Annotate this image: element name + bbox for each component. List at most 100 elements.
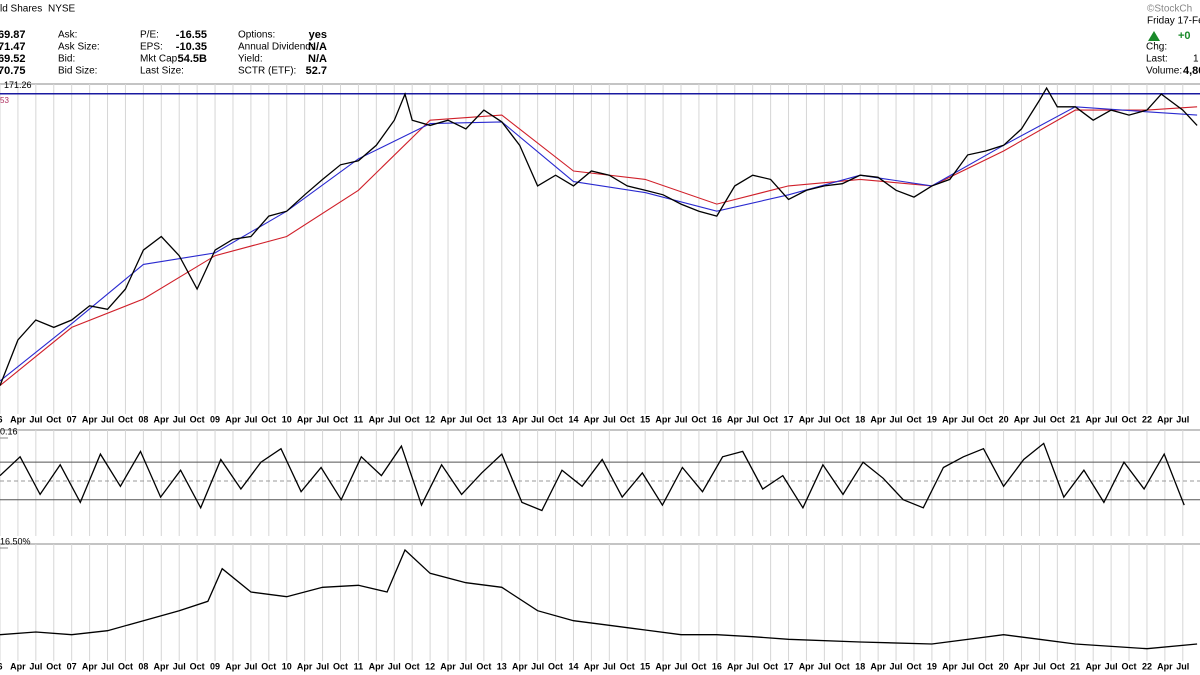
x-tick-label: 17 <box>784 661 794 671</box>
brand: ©StockCh <box>1147 4 1192 15</box>
quote-label: Bid Size: <box>58 66 97 77</box>
x-tick-label: Oct <box>476 414 491 424</box>
x-tick-label: Oct <box>835 661 850 671</box>
x-tick-label: Oct <box>190 414 205 424</box>
x-tick-label: 20 <box>999 414 1009 424</box>
x-tick-label: Jul <box>1033 661 1046 671</box>
x-tick-label: 12 <box>425 661 435 671</box>
x-tick-label: Apr <box>799 414 815 424</box>
x-tick-label: Oct <box>476 661 491 671</box>
x-tick-label: Apr <box>512 414 528 424</box>
x-tick-label: Jul <box>316 414 329 424</box>
x-tick-label: Oct <box>333 414 348 424</box>
quote-label: Bid: <box>58 54 75 65</box>
x-tick-label: Apr <box>10 414 26 424</box>
quote-label: Yield: <box>238 54 263 65</box>
side-label: Volume: <box>1146 66 1182 77</box>
x-tick-label: Oct <box>620 414 635 424</box>
x-tick-label: Jul <box>531 414 544 424</box>
title: ld Shares <box>0 4 42 15</box>
price: 71.47 <box>0 41 26 53</box>
x-tick-label: Apr <box>225 661 241 671</box>
x-tick-label: Jul <box>29 414 42 424</box>
x-tick-label: Apr <box>225 414 241 424</box>
x-tick-label: Apr <box>942 661 958 671</box>
x-tick-label: 15 <box>640 661 650 671</box>
x-tick-label: 18 <box>855 661 865 671</box>
quote-label: Last Size: <box>140 66 184 77</box>
y-tick-label: 0.16 <box>0 426 18 436</box>
x-tick-label: Jul <box>890 661 903 671</box>
x-tick-label: Oct <box>835 414 850 424</box>
x-tick-label: Apr <box>584 414 600 424</box>
x-tick-label: Apr <box>655 661 671 671</box>
x-tick-label: Jul <box>1176 414 1189 424</box>
series-line <box>0 442 1185 512</box>
quote-value: 52.7 <box>306 65 327 77</box>
x-tick-label: 19 <box>927 661 937 671</box>
x-tick-label: Jul <box>101 661 114 671</box>
x-tick-label: Apr <box>82 661 98 671</box>
x-tick-label: Apr <box>1014 414 1030 424</box>
exchange: NYSE <box>48 4 76 15</box>
x-tick-label: Apr <box>1157 414 1173 424</box>
x-tick-label: Apr <box>82 414 98 424</box>
price: 70.75 <box>0 65 26 77</box>
volume: 4,80 <box>1183 65 1200 77</box>
x-tick-label: 08 <box>138 661 148 671</box>
x-tick-label: Oct <box>620 661 635 671</box>
x-tick-label: Jul <box>173 414 186 424</box>
x-tick-label: Apr <box>584 661 600 671</box>
x-tick-label: 07 <box>67 414 77 424</box>
quote-value: 54.5B <box>178 53 207 65</box>
x-tick-label: Apr <box>440 414 456 424</box>
x-tick-label: Jul <box>1033 414 1046 424</box>
quote-value: -16.55 <box>176 29 207 41</box>
x-tick-label: Jul <box>244 414 257 424</box>
x-tick-label: 18 <box>855 414 865 424</box>
x-tick-label: Apr <box>942 414 958 424</box>
quote-label: Mkt Cap: <box>140 54 180 65</box>
x-tick-label: Jul <box>101 414 114 424</box>
x-tick-label: Jul <box>388 414 401 424</box>
quote-label: Options: <box>238 30 275 41</box>
change: +0 <box>1178 30 1191 42</box>
x-tick-label: 09 <box>210 661 220 671</box>
x-tick-label: 16 <box>712 414 722 424</box>
x-tick-label: 14 <box>568 414 578 424</box>
quote-value: -10.35 <box>176 41 207 53</box>
x-tick-label: Jul <box>603 414 616 424</box>
x-tick-label: Jul <box>961 414 974 424</box>
x-tick-label: Oct <box>1050 414 1065 424</box>
x-tick-label: Jul <box>1105 414 1118 424</box>
x-tick-label: Jul <box>459 661 472 671</box>
quote-label: Annual Dividend: <box>238 42 314 53</box>
x-tick-label: Jul <box>316 661 329 671</box>
x-tick-label: Oct <box>978 661 993 671</box>
x-tick-label: Apr <box>1014 661 1030 671</box>
x-tick-label: Oct <box>548 414 563 424</box>
x-tick-label: Jul <box>890 414 903 424</box>
x-tick-label: Jul <box>674 414 687 424</box>
x-tick-label: 17 <box>784 414 794 424</box>
x-tick-label: 13 <box>497 661 507 671</box>
x-tick-label: Apr <box>655 414 671 424</box>
x-tick-label: Jul <box>531 661 544 671</box>
x-tick-label: Apr <box>1157 661 1173 671</box>
x-tick-label: Oct <box>978 414 993 424</box>
x-tick-label: Jul <box>388 661 401 671</box>
x-tick-label: Oct <box>118 414 133 424</box>
x-tick-label: Apr <box>727 661 743 671</box>
x-tick-label: Apr <box>154 414 170 424</box>
quote-label: SCTR (ETF): <box>238 66 296 77</box>
x-tick-label: Oct <box>405 661 420 671</box>
header: ld Shares NYSE ©StockCh Friday 17-Fe +0 … <box>0 4 1200 77</box>
quote-value: yes <box>309 29 327 41</box>
x-tick-label: 22 <box>1142 414 1152 424</box>
x-tick-label: Jul <box>603 661 616 671</box>
x-tick-label: 19 <box>927 414 937 424</box>
x-tick-label: Oct <box>763 414 778 424</box>
x-tick-label: Apr <box>512 661 528 671</box>
x-tick-label: Jul <box>818 414 831 424</box>
